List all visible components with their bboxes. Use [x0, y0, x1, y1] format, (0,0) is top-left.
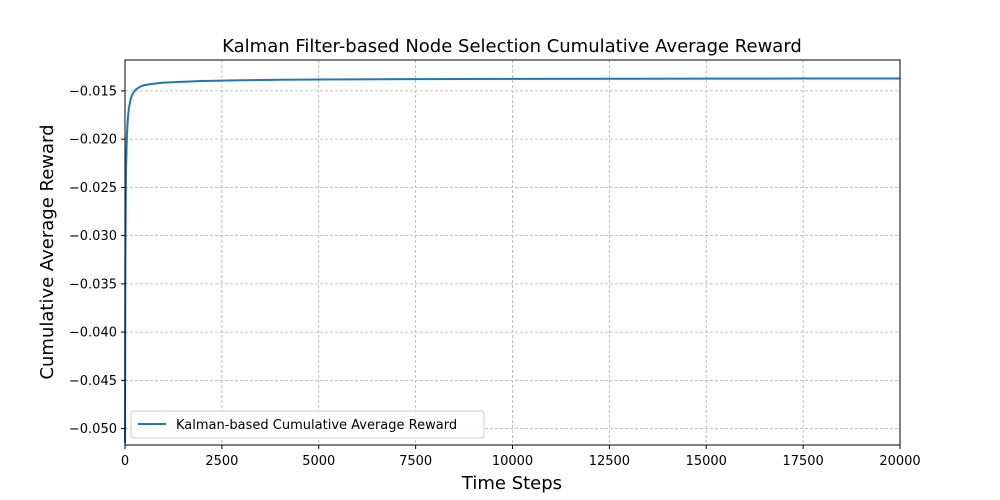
y-tick-label: −0.030 [69, 229, 117, 244]
x-axis-ticks: 0 2500 5000 7500 10000 12500 15000 17500 20000 [121, 445, 921, 469]
y-axis-label: Cumulative Average Reward [37, 124, 58, 379]
x-tick-label: 2500 [205, 454, 238, 469]
x-tick-label: 5000 [302, 454, 335, 469]
grid [124, 60, 901, 445]
x-tick-label: 7500 [399, 454, 432, 469]
y-axis-ticks: −0.050 −0.045 −0.040 −0.035 −0.030 −0.025 −0.0… [69, 84, 125, 437]
y-tick-label: −0.020 [69, 133, 117, 148]
x-tick-label: 12500 [589, 454, 630, 469]
legend-box [130, 410, 485, 439]
chart-title: Kalman Filter-based Node Selection Cumul… [222, 36, 802, 57]
y-tick-label: −0.050 [69, 422, 117, 437]
y-tick-label: −0.025 [69, 181, 117, 196]
x-tick-label: 10000 [492, 454, 533, 469]
legend: Kalman-based Cumulative Average Reward [130, 410, 485, 439]
x-tick-label: 15000 [686, 454, 727, 469]
y-tick-label: −0.045 [69, 374, 117, 389]
x-tick-label: 17500 [782, 454, 823, 469]
series-group [124, 77, 900, 444]
legend-label: Kalman-based Cumulative Average Reward [176, 418, 457, 433]
x-axis-label: Time Steps [461, 473, 562, 494]
x-tick-label: 0 [121, 454, 129, 469]
series-line [124, 77, 900, 444]
y-tick-label: −0.015 [69, 84, 117, 99]
x-tick-label: 20000 [879, 454, 920, 469]
y-tick-label: −0.035 [69, 277, 117, 292]
y-tick-label: −0.040 [69, 326, 117, 341]
